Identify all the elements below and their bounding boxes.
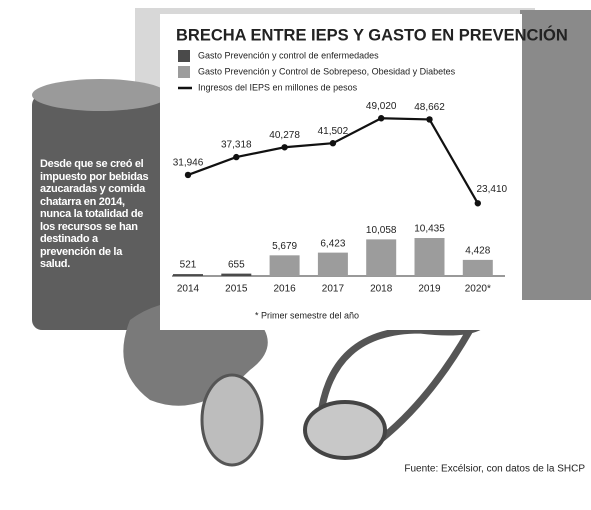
- point-value-label: 23,410: [477, 184, 508, 195]
- page: {"chart_data": {"type": "bar-line", "tit…: [0, 0, 591, 510]
- note: * Primer semestre del año: [255, 310, 359, 320]
- point: [426, 116, 432, 122]
- x-tick-label: 2018: [370, 284, 393, 295]
- point-value-label: 48,662: [414, 102, 445, 113]
- point-value-label: 37,318: [221, 140, 252, 151]
- legend-label: Ingresos del IEPS en millones de pesos: [198, 82, 358, 92]
- chart-title: BRECHA ENTRE IEPS Y GASTO EN PREVENCIÓN: [176, 25, 568, 44]
- annotation: Desde que se creó el impuesto por bebida…: [40, 158, 152, 271]
- point: [330, 140, 336, 146]
- x-tick-label: 2014: [177, 284, 200, 295]
- coin: [202, 375, 262, 465]
- bar-value-label: 655: [228, 259, 245, 270]
- bar-value-label: 4,428: [465, 246, 490, 257]
- x-tick-label: 2015: [225, 284, 248, 295]
- bar: [415, 238, 445, 276]
- legend-swatch: [178, 66, 190, 78]
- legend-label: Gasto Prevención y control de enfermedad…: [198, 50, 379, 60]
- point: [281, 144, 287, 150]
- can-top: [32, 79, 168, 111]
- bar-value-label: 6,423: [320, 238, 345, 249]
- bar: [318, 253, 348, 276]
- bar-value-label: 10,058: [366, 225, 397, 236]
- point: [185, 172, 191, 178]
- bar: [366, 239, 396, 276]
- source: Fuente: Excélsior, con datos de la SHCP: [404, 464, 585, 475]
- bar: [221, 274, 251, 276]
- point: [475, 200, 481, 206]
- x-tick-label: 2020*: [465, 284, 491, 295]
- legend-swatch: [178, 50, 190, 62]
- chart-panel: [160, 14, 522, 330]
- bar-value-label: 5,679: [272, 241, 297, 252]
- point: [233, 154, 239, 160]
- point: [378, 115, 384, 121]
- point-value-label: 49,020: [366, 101, 397, 112]
- x-tick-label: 2019: [418, 284, 441, 295]
- point-value-label: 40,278: [269, 130, 300, 141]
- x-tick-label: 2017: [322, 284, 345, 295]
- backdrop-right: [520, 10, 591, 300]
- bar-value-label: 521: [180, 260, 197, 271]
- legend-label: Gasto Prevención y Control de Sobrepeso,…: [198, 66, 456, 76]
- bar-value-label: 10,435: [414, 224, 445, 235]
- bar: [463, 260, 493, 276]
- stethoscope-head: [305, 402, 385, 458]
- point-value-label: 41,502: [318, 126, 349, 137]
- bar: [270, 255, 300, 276]
- point-value-label: 31,946: [173, 158, 204, 169]
- bar: [173, 274, 203, 276]
- x-tick-label: 2016: [273, 284, 296, 295]
